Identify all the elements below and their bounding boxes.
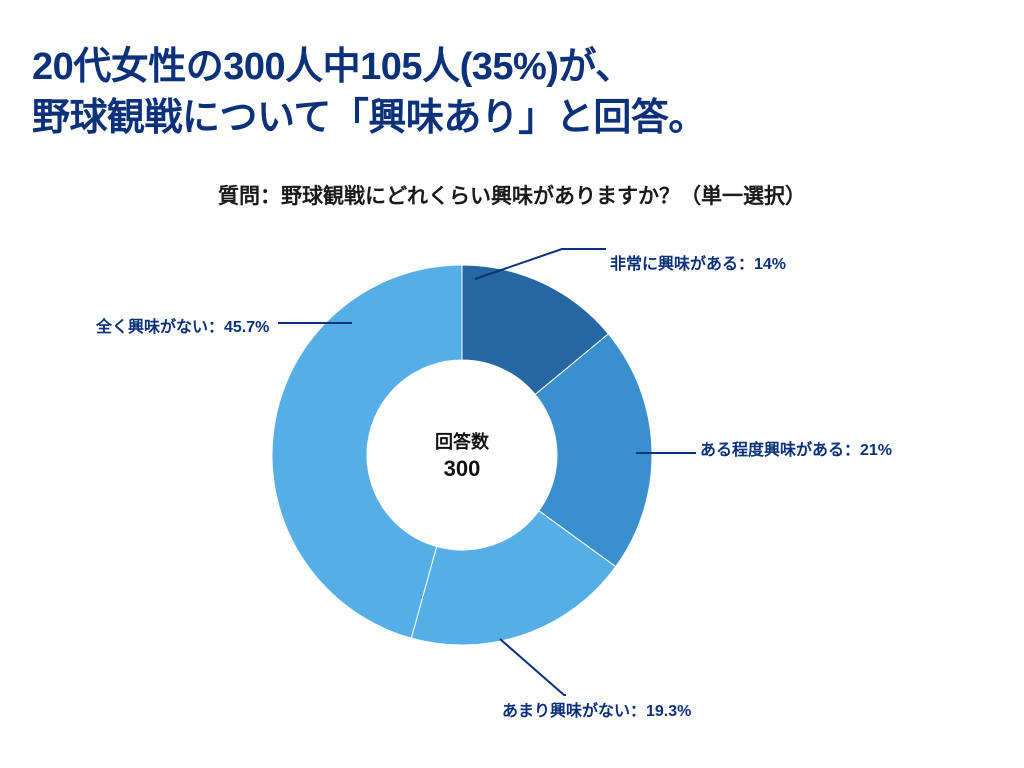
center-label: 回答数 (435, 428, 489, 454)
survey-question: 質問：野球観戦にどれくらい興味がありますか？（単一選択） (0, 180, 1024, 210)
slice-label-not-interested: 全く興味がない：45.7% (96, 313, 269, 337)
slice-label-not-very-interested: あまり興味がない：19.3% (502, 697, 691, 721)
slice-label-somewhat-interested: ある程度興味がある：21% (700, 436, 892, 460)
donut-chart: 回答数 300 非常に興味がある：14% ある程度興味がある：21% あまり興味… (0, 235, 1024, 755)
leader-line (500, 639, 566, 695)
slice-label-very-interested: 非常に興味がある：14% (610, 250, 786, 274)
headline-line1: 20代女性の300人中105人(35%)が、 (32, 46, 633, 88)
center-value: 300 (444, 456, 481, 482)
headline-line2: 野球観戦について「興味あり」と回答。 (32, 97, 706, 139)
headline: 20代女性の300人中105人(35%)が、 野球観戦について「興味あり」と回答… (32, 42, 706, 145)
donut-center: 回答数 300 (272, 265, 652, 645)
